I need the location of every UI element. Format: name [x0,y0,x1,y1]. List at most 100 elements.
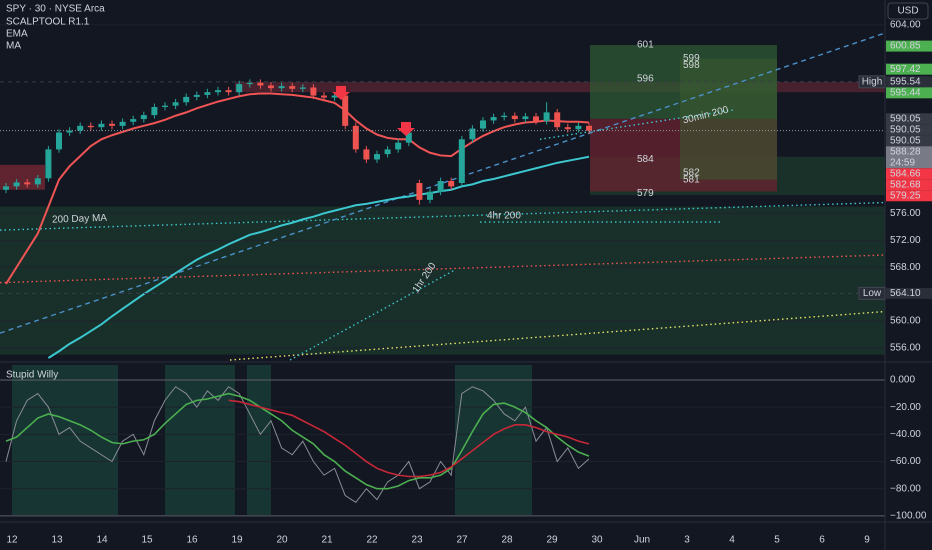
candle-body [183,96,190,103]
candle-body [342,95,349,126]
price-tick-label: 576.00 [890,208,921,219]
candle-body [299,87,306,89]
indicator-legend: MA [6,41,21,52]
time-tick-label: 30 [591,535,603,546]
candle-body [522,116,529,120]
time-tick-label: 4 [729,535,735,546]
price-tag-label: 590.05 [890,124,921,135]
note-box [858,286,886,300]
price-tag [886,124,932,136]
candle-body [268,85,274,89]
indicator-tick-label: −20.00 [890,402,921,413]
indicator-tick-label: −60.00 [890,456,921,467]
time-tick-label: 5 [774,535,780,546]
price-tick-label: 604.00 [890,20,921,31]
price-tag [886,146,932,169]
level-label: 596 [637,73,654,84]
price-tag-label: 579.25 [890,190,921,201]
price-tick-label: 568.00 [890,262,921,273]
candle-body [130,119,137,122]
trend-line-label: 4hr 200 [487,211,521,222]
candle-body [87,125,94,128]
candle-body [3,186,9,190]
time-tick-label: 13 [51,535,63,546]
candle-body [564,127,571,130]
candle-body [458,139,465,184]
price-tag [886,76,932,88]
level-label: 599 [683,53,700,64]
candle-body [151,106,158,116]
candle-body [427,191,433,200]
indicator-legend: SCALPTOOL R1.1 [6,17,90,28]
candle-body [246,82,253,85]
time-tick-label: 3 [684,535,690,546]
candle-body [586,125,592,131]
candle-body [384,149,391,155]
candle-body [437,181,444,192]
indicator-title: Stupid Willy [6,370,58,381]
line-series [5,392,590,490]
price-tick-label: 572.00 [890,235,921,246]
candle-body [24,182,31,185]
price-tag-label: 564.10 [890,288,921,299]
candle-body [257,82,264,86]
trend-line [539,108,736,140]
time-tick-label: 16 [186,535,198,546]
zone [0,206,885,355]
indicator-tick-label: 0.000 [890,375,915,386]
candle-body [172,102,179,106]
time-tick-label: 15 [141,535,153,546]
candle-body [193,94,200,97]
price-tag [886,179,932,191]
currency-button[interactable] [887,2,929,20]
level-label: 581 [683,174,700,185]
currency[interactable]: USD [897,6,918,17]
candle-body [215,90,221,93]
candle-body [225,90,232,93]
price-tag-label: 582.68 [890,179,921,190]
candle-body [543,112,550,122]
symbol-legend: SPY · 30 · NYSE Arca [6,4,105,15]
candle-body [501,115,508,118]
level-label: 582 [683,168,700,179]
candle-body [405,132,412,143]
candle-body [395,142,402,150]
time-tick-label: 19 [231,535,243,546]
trend-line-label: 200 Day MA [52,213,108,226]
line-series [5,92,590,285]
level-label: 579 [637,188,654,199]
price-tag [886,190,932,202]
candle-body [278,86,285,89]
signal-arrow [397,122,415,136]
candle-body [66,130,73,133]
candle-body [119,121,126,126]
candle-body [575,125,582,130]
indicator-tick-label: −40.00 [890,429,921,440]
candle-body [363,149,370,160]
candle-body [204,92,211,95]
price-tag [886,40,932,52]
line-series [228,399,590,478]
candle-body [310,87,317,96]
note-box [858,75,886,89]
line-series [5,386,590,503]
time-tick-label: 9 [864,535,870,546]
indicator-shading [12,365,532,515]
price-tag-label: 595.54 [890,76,921,87]
candle-body [13,182,20,187]
time-tick-label: 6 [819,535,825,546]
candle-body [480,120,486,129]
time-tick-label: 20 [276,535,288,546]
level-label: 584 [637,154,654,165]
candle-body [289,86,296,89]
candle-body [331,95,338,98]
price-tag-label: 590.05 [890,113,921,124]
note-label: Low [863,288,882,299]
signal-arrow [332,86,350,100]
price-tag-label: 595.44 [890,87,921,98]
time-tick-label: 28 [501,535,513,546]
time-tick-label: 22 [366,535,378,546]
price-tag-label: 597.42 [890,64,921,75]
candle-body [109,123,115,126]
